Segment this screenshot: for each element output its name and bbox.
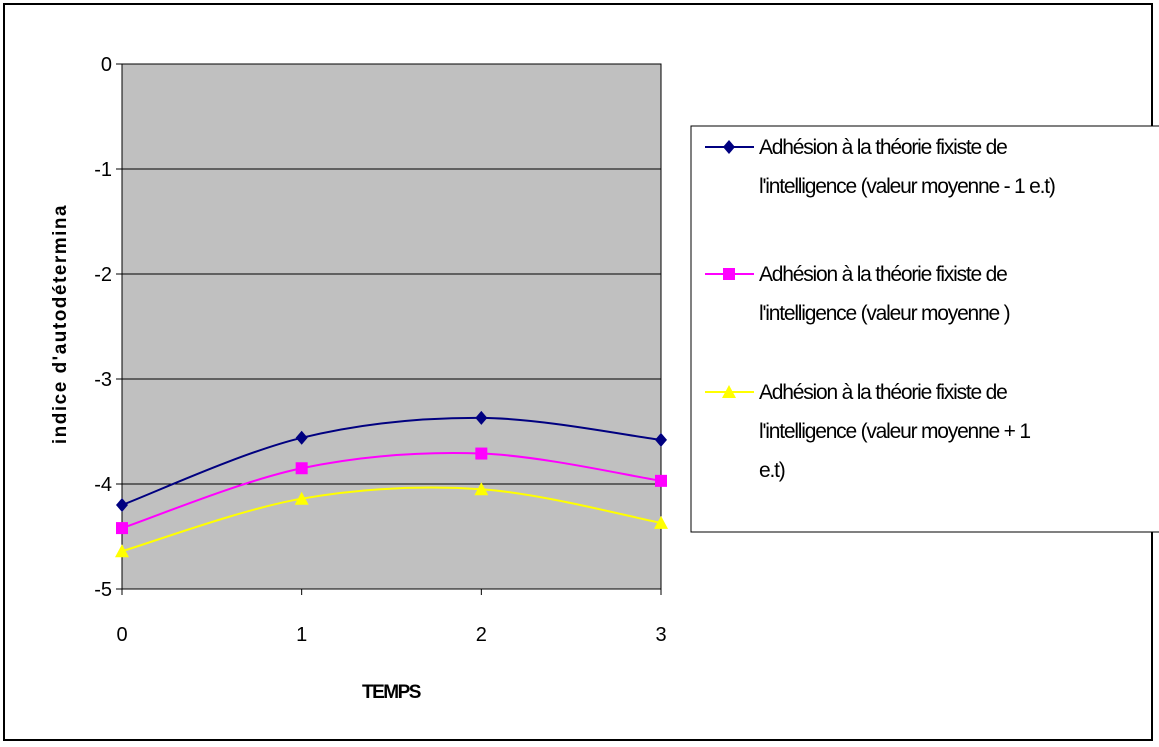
x-tick-label: 1 (296, 624, 307, 646)
data-point-diamond (295, 430, 308, 445)
data-point-square (295, 462, 308, 475)
legend-label: l'intelligence (valeur moyenne + 1 (759, 420, 1030, 443)
legend-box (690, 125, 1159, 533)
x-tick-labels: 0 1 2 3 (116, 624, 666, 646)
legend-label: Adhésion à la théorie fixiste de (759, 263, 1007, 286)
data-point-square (475, 447, 488, 460)
data-point-diamond (655, 432, 667, 447)
data-point-triangle (474, 482, 489, 496)
legend-label: e.t) (759, 459, 785, 482)
y-tick-labels: 0 -1 -2 -3 -4 -5 (94, 54, 112, 601)
data-point-triangle (654, 515, 668, 529)
legend-label: l'intelligence (valeur moyenne ) (759, 302, 1010, 325)
series-2 (116, 447, 667, 535)
series-line (121, 452, 662, 530)
gridlines (122, 168, 661, 485)
data-point-diamond (475, 410, 488, 425)
y-tick-label: -5 (94, 579, 112, 601)
legend-entry-2: Adhésion à la théorie fixiste de l'intell… (705, 263, 1011, 325)
y-tick-label: 0 (101, 54, 112, 76)
data-point-triangle (294, 491, 309, 505)
y-axis-title: indice d'autodétermina (50, 204, 71, 444)
y-tick-label: -3 (94, 369, 112, 391)
legend-entry-3: Adhésion à la théorie fixiste de l'intell… (705, 381, 1032, 482)
series-line (121, 486, 662, 553)
data-point-square (116, 522, 128, 535)
legend-label: Adhésion à la théorie fixiste de (759, 136, 1007, 159)
data-point-square (655, 474, 667, 487)
x-axis-title: TEMPS (362, 682, 421, 703)
series-1 (116, 410, 667, 512)
data-point-triangle (115, 544, 129, 558)
series-line (121, 416, 662, 506)
legend-entry-1: Adhésion à la théorie fixiste de l'intell… (705, 136, 1056, 198)
legend-marker-diamond (723, 140, 735, 154)
y-tick-label: -4 (94, 474, 112, 496)
legend-marker-triangle (722, 385, 736, 398)
x-tick-label: 3 (655, 624, 666, 646)
data-point-diamond (116, 498, 128, 512)
series-3 (115, 482, 668, 558)
plot-area (121, 63, 662, 590)
x-tick-label: 0 (116, 624, 127, 646)
legend-marker-square (723, 268, 735, 280)
legend-label: Adhésion à la théorie fixiste de (759, 381, 1007, 404)
legend-label: l'intelligence (valeur moyenne - 1 e.t) (759, 175, 1055, 198)
y-tick-label: -1 (94, 159, 112, 181)
x-tick-label: 2 (476, 624, 487, 646)
y-tick-label: -2 (94, 264, 112, 286)
legend: Adhésion à la théorie fixiste de l'intell… (690, 125, 1159, 533)
series-layer (115, 410, 668, 558)
